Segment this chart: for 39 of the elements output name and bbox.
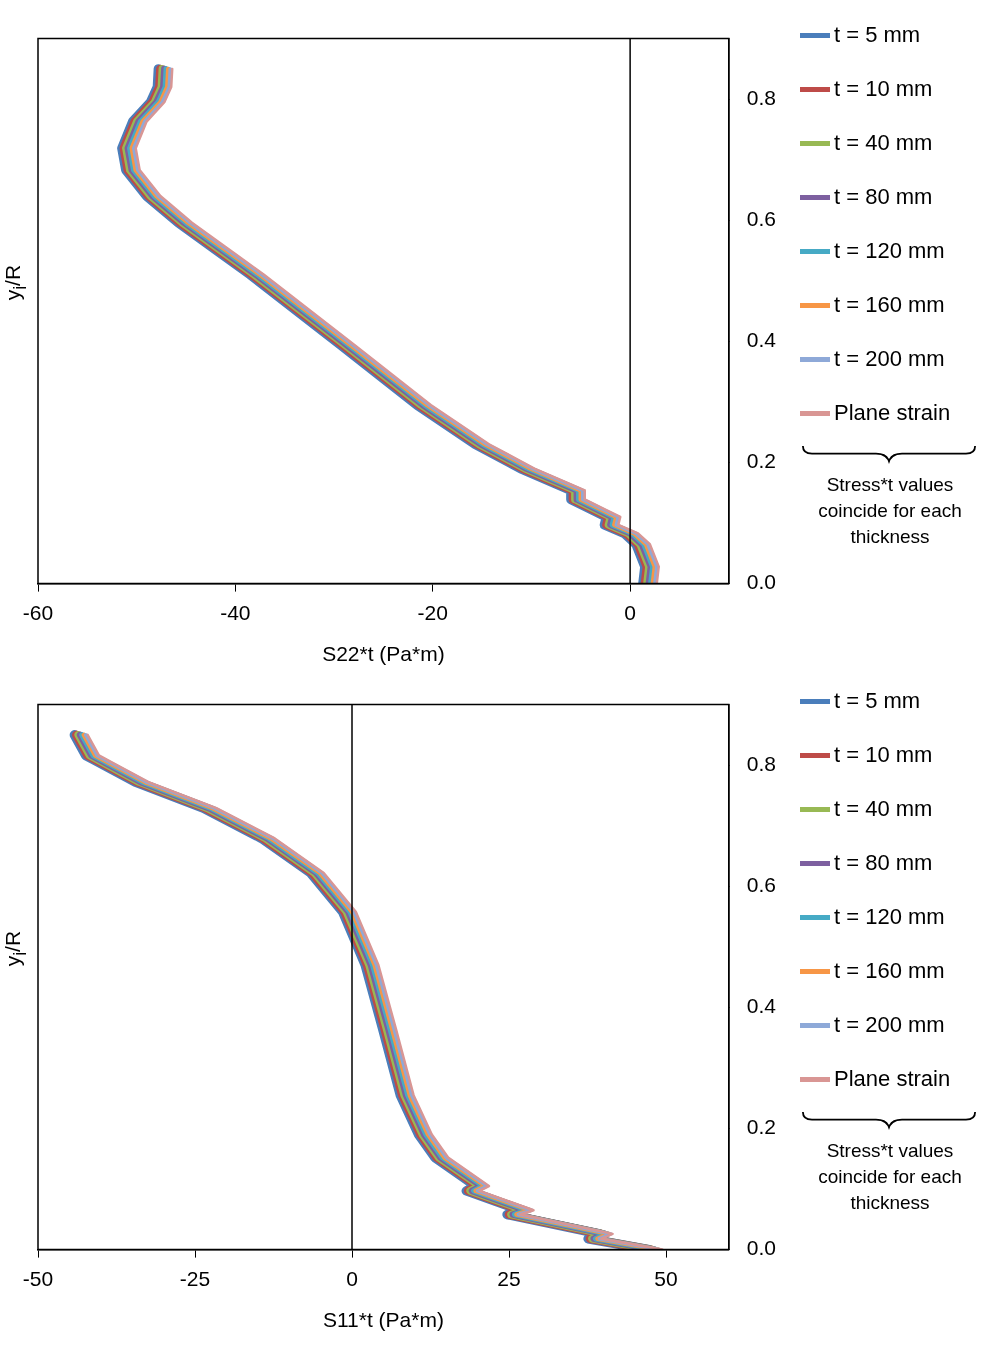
x-axis-title: S22*t (Pa*m) <box>322 642 445 666</box>
legend-label: t = 10 mm <box>834 742 933 768</box>
y-tick-label: 0.6 <box>746 207 777 231</box>
y-tick-label: 0.8 <box>746 85 777 109</box>
x-tick-label: 25 <box>497 1267 521 1290</box>
x-tick-label: 50 <box>654 1267 678 1290</box>
y-tick-label: 0.4 <box>746 328 777 352</box>
legend-label: Plane strain <box>834 400 951 426</box>
y-tick-label: 0.4 <box>746 994 777 1018</box>
x-tick-label: -50 <box>22 1267 54 1290</box>
legend-label: t = 80 mm <box>834 850 933 876</box>
y-tick-label: 0.2 <box>746 1115 777 1139</box>
x-tick-label: -60 <box>22 601 54 624</box>
y-tick-label: 0.0 <box>746 570 777 594</box>
legend-label: t = 40 mm <box>834 130 933 156</box>
legend-label: Plane strain <box>834 1066 951 1092</box>
x-tick-label: -25 <box>179 1267 211 1290</box>
legend-label: t = 5 mm <box>834 22 921 48</box>
x-tick-label: 0 <box>346 1267 358 1290</box>
x-tick-label: 0 <box>624 601 636 624</box>
legend-label: t = 200 mm <box>834 1012 945 1038</box>
legend-label: t = 160 mm <box>834 958 945 984</box>
x-axis-title: S11*t (Pa*m) <box>322 1308 444 1332</box>
legend-label: t = 5 mm <box>834 688 921 714</box>
legend-label: t = 120 mm <box>834 904 945 930</box>
legend-label: t = 40 mm <box>834 796 933 822</box>
legend-label: t = 80 mm <box>834 184 933 210</box>
y-tick-label: 0.8 <box>746 751 777 775</box>
x-tick-label: -20 <box>417 601 448 624</box>
legend-label: t = 200 mm <box>834 346 945 372</box>
x-tick-label: -40 <box>220 601 251 624</box>
y-tick-label: 0.2 <box>746 449 777 473</box>
y-tick-label: 0.6 <box>746 873 777 897</box>
text: Stress*t values coincide for each thickness <box>817 1139 963 1215</box>
text: Stress*t values coincide for each thickness <box>817 473 963 549</box>
legend-label: t = 10 mm <box>834 76 933 102</box>
legend-label: t = 160 mm <box>834 292 945 318</box>
legend-label: t = 120 mm <box>834 238 945 264</box>
y-tick-label: 0.0 <box>746 1236 777 1260</box>
